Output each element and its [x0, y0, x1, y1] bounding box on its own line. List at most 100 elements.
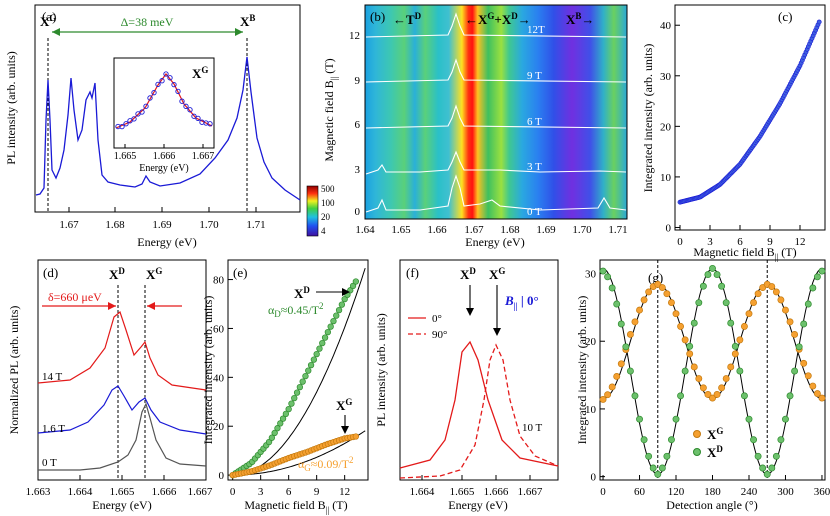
panel-b-heatmap — [365, 5, 627, 219]
panel-g-point-xd — [622, 343, 630, 351]
panel-e-alpha-d: αD≈0.45/T2 — [268, 301, 324, 319]
panel-g-point-xd — [750, 436, 757, 444]
panel-g-points-xg — [599, 280, 826, 403]
panel-b-region-td: ←TD — [393, 11, 422, 27]
panel-d-xticks: 1.663 1.664 1.665 1.666 1.667 — [26, 475, 213, 498]
panel-e-xlabel: Magnetic field B|| (T) — [244, 498, 347, 515]
panel-g-point-xd — [649, 464, 657, 472]
panel-b-letter: (b) — [370, 9, 385, 24]
panel-f: (f) PL intensity (arb. units) Energy (eV… — [374, 259, 559, 512]
panel-e-xtick: 6 — [286, 486, 292, 498]
panel-b-field-label: 9 T — [527, 70, 542, 82]
panel-e-point-xd — [327, 323, 334, 330]
panel-g-points-xd — [599, 264, 826, 478]
panel-g-point-xg — [686, 350, 694, 358]
panel-e-point-xd — [335, 306, 343, 314]
panel-e-xd-arrowhead — [342, 288, 350, 296]
panel-c-ytick: 20 — [660, 121, 672, 133]
panel-c-ytick: 0 — [666, 222, 672, 234]
panel-e-point-xd — [307, 361, 315, 369]
panel-g-xtick: 360 — [814, 486, 830, 498]
panel-b-colorbar-tick: 500 — [321, 184, 335, 194]
panel-b-xtick: 1.71 — [608, 224, 627, 236]
panel-e-point-xd — [324, 328, 332, 336]
panel-g-point-xg — [736, 336, 744, 344]
panel-f-xticks: 1.664 1.665 1.666 1.667 — [410, 475, 543, 498]
panel-g-point-xg — [699, 384, 707, 392]
panel-g-point-xd — [699, 282, 707, 290]
panel-a-inset-point — [179, 98, 185, 104]
panel-g-point-xd — [626, 367, 634, 375]
panel-d-xd-label: XD — [109, 266, 125, 282]
panel-g-point-xg — [800, 359, 808, 367]
panel-e-point-xd — [338, 301, 346, 308]
panel-g-point-xg — [645, 288, 653, 296]
panel-b-cut-0T — [365, 174, 627, 213]
panel-c-ylabel: Integrated intensity (arb. units) — [641, 44, 655, 193]
panel-g-point-xg — [718, 384, 726, 392]
panel-g-letter: (g) — [648, 270, 663, 285]
panel-e-ytick: 0 — [219, 470, 225, 482]
panel-c-letter: (c) — [778, 9, 792, 24]
panel-a-inset-xtick: 1.665 — [114, 151, 137, 162]
panel-b-colorbar-tick: 20 — [321, 212, 331, 222]
panel-c-xtick: 0 — [677, 236, 683, 248]
panel-g-point-xg — [613, 373, 621, 380]
panel-e-point-xd — [330, 317, 337, 325]
panel-f-legend-0deg: 0° — [432, 313, 442, 325]
panel-b-cut-12T — [365, 12, 627, 38]
panel-g-point-xg — [804, 372, 812, 380]
panel-g-point-xg — [636, 306, 643, 314]
panel-c-points — [677, 19, 822, 205]
panel-f-xtick: 1.667 — [518, 486, 543, 498]
panel-g-point-xd — [654, 470, 662, 478]
panel-b-xtick: 1.67 — [464, 224, 484, 236]
panel-a-xtick: 1.69 — [152, 219, 172, 231]
panel-a-ylabel: PL intensity (arb. units) — [4, 51, 18, 165]
panel-b-region-xb: XB→ — [566, 11, 594, 27]
panel-b-field-label: 3 T — [527, 161, 542, 173]
panel-a-inset-xg: XG — [192, 65, 208, 81]
panel-e-point-xd — [302, 372, 309, 380]
panel-g-legend-marker-xd — [693, 448, 701, 456]
panel-f-xd-label: XD — [460, 266, 476, 282]
panel-g-point-xg — [663, 290, 671, 298]
panel-f-xtick: 1.665 — [450, 486, 475, 498]
panel-g-point-xd — [631, 392, 639, 400]
panel-e-xtick: 12 — [339, 486, 350, 498]
panel-e-point-xd — [277, 420, 284, 427]
panel-b-ytick: 3 — [355, 164, 361, 176]
panel-f-xtick: 1.664 — [410, 486, 435, 498]
panel-b-ytick: 9 — [355, 75, 361, 87]
panel-b-xtick: 1.69 — [536, 224, 556, 236]
panel-b-xtick: 1.70 — [572, 224, 592, 236]
panel-g-point-xg — [640, 296, 648, 304]
panel-g-point-xd — [686, 342, 694, 350]
panel-d-delta-label: δ=660 μeV — [48, 290, 102, 304]
panel-e-point-xd — [316, 345, 323, 352]
panel-f-ylabel: PL intensity (arb. units) — [374, 313, 388, 427]
panel-a-inset-point — [119, 123, 125, 130]
panel-e: (e) Integrated intensity (arb. units) Ma… — [201, 259, 369, 515]
panel-a-xticks: 1.67 1.68 1.69 1.70 1.71 — [59, 207, 266, 231]
panel-c-xtick: 6 — [737, 236, 743, 248]
panel-f-xlabel: Energy (eV) — [448, 498, 507, 512]
panel-c-xtick: 3 — [707, 236, 713, 248]
panel-e-point-xd — [282, 410, 290, 418]
panel-e-frame — [227, 259, 369, 481]
panel-e-point-xd — [293, 389, 301, 396]
panel-a-inset-point — [151, 90, 157, 96]
panel-b-xtick: 1.66 — [427, 224, 447, 236]
panel-g-point-xg — [782, 306, 789, 314]
panel-g-point-xd — [731, 342, 739, 350]
panel-b-xlabel: Energy (eV) — [465, 235, 524, 249]
panel-g-point-xd — [768, 464, 776, 472]
panel-e-ytick: 80 — [213, 275, 225, 287]
panel-b-cut-6T — [365, 104, 627, 129]
panel-d-xtick: 1.665 — [110, 486, 135, 498]
panel-g-point-xg — [809, 382, 817, 390]
panel-g-point-xg — [745, 310, 753, 318]
panel-a-inset-point — [171, 81, 177, 88]
panel-g-point-xd — [791, 367, 799, 375]
panel-g-ytick: 20 — [585, 336, 597, 348]
